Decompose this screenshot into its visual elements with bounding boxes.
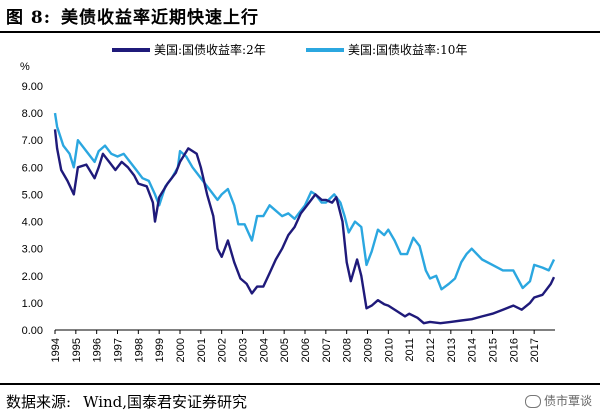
x-tick-label: 2002 [217,338,229,362]
y-tick-label: 0.00 [22,325,43,337]
x-tick-label: 2003 [238,338,250,362]
title-rule [0,31,600,33]
x-tick-label: 2000 [175,338,187,362]
y-tick-label: 4.00 [22,217,43,229]
source-note: 数据来源: Wind,国泰君安证券研究 [6,391,259,412]
x-tick-label: 2014 [467,338,479,362]
y-axis: 0.00 1.00 2.00 3.00 4.00 5.00 6.00 7.00 8.00 9.00 [22,81,43,337]
x-tick-label: 1995 [71,338,83,362]
y-tick-label: 7.00 [22,135,43,147]
x-tick-label: 1997 [113,338,125,362]
y-tick-label: 8.00 [22,108,43,120]
x-tick-label: 2012 [425,338,437,362]
x-tick-label: 1998 [133,338,145,362]
y-tick-label: 2.00 [22,271,43,283]
figure-title-text: 美债收益率近期快速上行 [61,8,260,28]
x-axis: 1994 1995 1996 1997 1998 1999 2000 2001 2002 2003… [50,330,541,362]
x-tick-label: 2001 [196,338,208,362]
x-tick-label: 2016 [508,338,520,362]
y-axis-unit: % [20,61,30,73]
watermark-text: 债市覃谈 [543,394,592,408]
wechat-icon [524,395,541,408]
series-line-2y [53,129,556,325]
y-tick-label: 5.00 [22,189,43,201]
x-tick-label: 2009 [363,338,375,362]
x-tick-label: 2006 [300,338,312,362]
x-tick-label: 2013 [446,338,458,362]
series-line-10y [53,112,556,291]
source-label: 数据来源: [6,393,72,411]
legend-label-2y: 美国:国债收益率:2年 [154,42,266,57]
source-text: Wind,国泰君安证券研究 [83,393,248,411]
y-tick-label: 9.00 [22,81,43,93]
x-tick-label: 2007 [321,338,333,362]
y-tick-label: 6.00 [22,162,43,174]
x-tick-label: 2004 [258,338,270,362]
y-tick-label: 3.00 [22,244,43,256]
x-tick-label: 1996 [92,338,104,362]
source-rule [0,383,600,385]
legend-label-10y: 美国:国债收益率:10年 [348,42,467,57]
x-tick-label: 2015 [488,338,500,362]
figure-title: 图 8: 美债收益率近期快速上行 [6,3,269,28]
watermark: 债市覃谈 [524,392,592,409]
x-tick-label: 2005 [279,338,291,362]
yield-line-chart: 美国:国债收益率:2年 美国:国债收益率:10年 % 0.00 1.00 2.00 3… [20,42,556,362]
figure-label: 图 8: [6,8,52,28]
x-tick-label: 2008 [342,338,354,362]
x-tick-label: 2010 [383,338,395,362]
x-tick-label: 2017 [529,338,541,362]
x-tick-label: 1999 [154,338,166,362]
y-tick-label: 1.00 [22,298,43,310]
legend: 美国:国债收益率:2年 美国:国债收益率:10年 [112,42,467,57]
x-tick-label: 1994 [50,338,62,362]
x-tick-label: 2011 [404,338,416,362]
